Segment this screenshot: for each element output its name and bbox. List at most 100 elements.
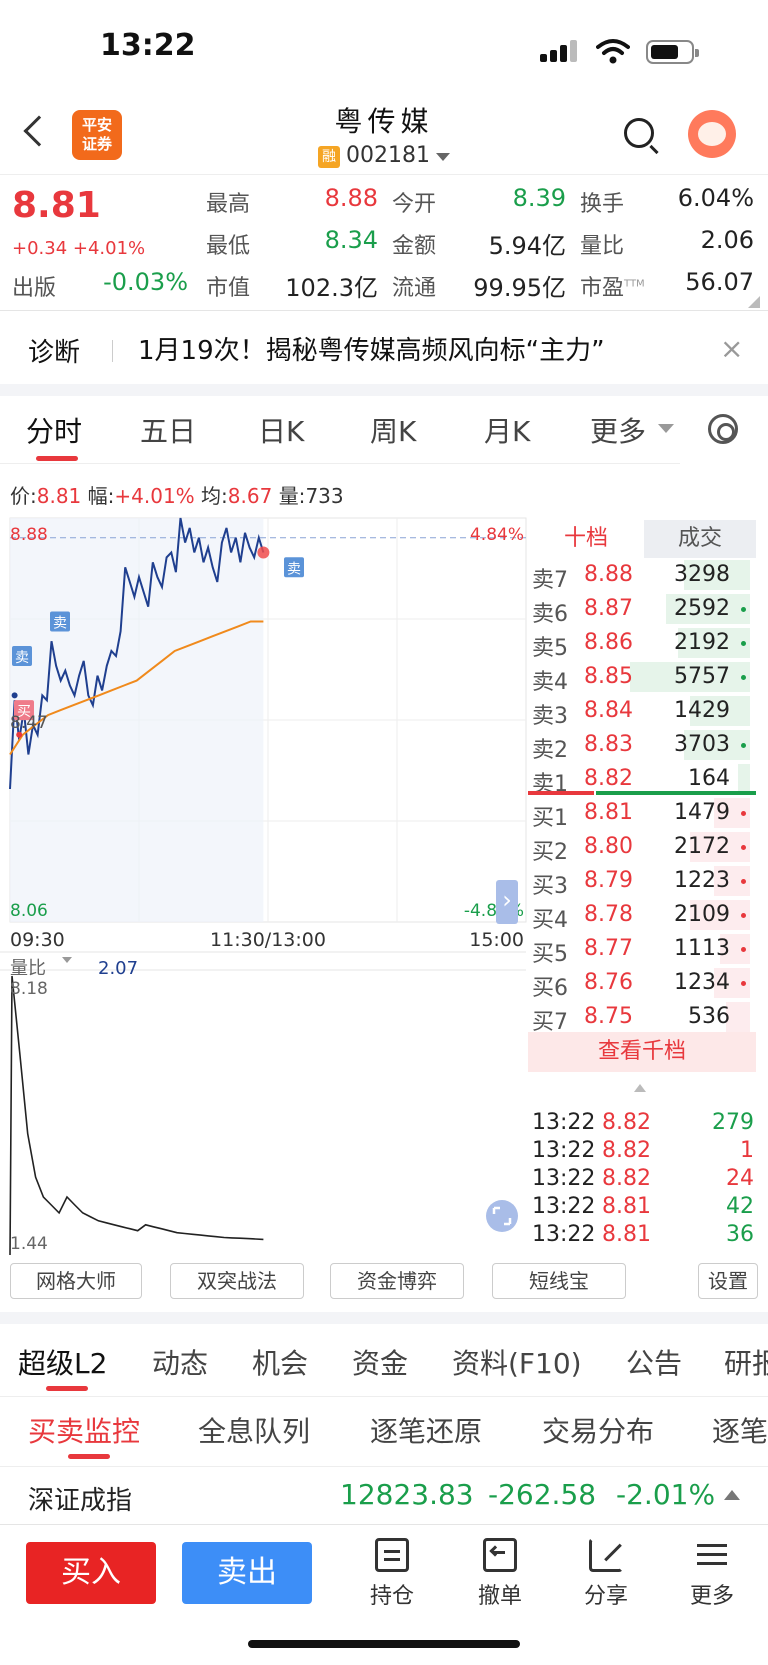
section-tab[interactable]: 资料(F10) xyxy=(452,1347,582,1380)
quote-label: 量比 xyxy=(580,234,625,259)
back-icon[interactable] xyxy=(23,115,55,147)
tab-trades[interactable]: 成交 xyxy=(644,520,756,558)
buy-level-row[interactable]: 买7 8.75 536 xyxy=(528,1000,756,1035)
chevron-down-icon[interactable] xyxy=(436,153,450,161)
tab-ten-levels[interactable]: 十档 xyxy=(563,526,608,551)
chevron-up-icon[interactable] xyxy=(634,1084,646,1092)
expand-corner-icon[interactable] xyxy=(748,296,760,308)
tool-button[interactable]: 设置 xyxy=(698,1263,758,1299)
tool-button[interactable]: 资金博弈 xyxy=(330,1263,464,1299)
quote-value: 8.34 xyxy=(324,226,378,254)
sell-level-row[interactable]: 卖5 8.86 2192 xyxy=(528,626,756,661)
sub-tab[interactable]: 逐笔还原 xyxy=(370,1415,483,1448)
buy-marker-bg xyxy=(14,700,34,721)
diagnosis-text[interactable]: 1月19次！揭秘粤传媒高频风向标“主力” xyxy=(138,336,605,366)
buy-level-row[interactable]: 买2 8.80 2172 xyxy=(528,830,756,865)
bottom-action[interactable]: 持仓 xyxy=(352,1538,432,1610)
tick-time: 13:22 xyxy=(532,1166,596,1191)
tool-button[interactable]: 短线宝 xyxy=(492,1263,626,1299)
buy-marker: 买 xyxy=(17,704,31,720)
sub-tab[interactable]: 买卖监控 xyxy=(28,1415,141,1448)
buy-level-row[interactable]: 买3 8.79 1223 xyxy=(528,864,756,899)
pct-top-label: 4.84% xyxy=(470,525,524,545)
view-thousand-levels-button[interactable]: 查看千档 xyxy=(528,1032,756,1072)
tick-time: 13:22 xyxy=(532,1222,596,1247)
sub-tab[interactable]: 交易分布 xyxy=(542,1415,655,1448)
chart-tab[interactable]: 月K xyxy=(484,415,531,448)
search-icon[interactable] xyxy=(624,118,654,148)
tool-button[interactable]: 双突战法 xyxy=(170,1263,304,1299)
level-price: 8.75 xyxy=(584,1004,633,1029)
sub-tab[interactable]: 全息队列 xyxy=(198,1415,311,1448)
level-volume: 2192 xyxy=(674,630,730,655)
summary-amp-label: 幅: xyxy=(87,484,115,508)
avatar[interactable] xyxy=(688,110,736,158)
chart-tab[interactable]: 周K xyxy=(370,415,417,448)
chart-summary: 价:8.81 幅:+4.01% 均:8.67 量:733 xyxy=(10,480,344,509)
tick-row: 13:22 8.81 42 xyxy=(532,1194,754,1222)
volume-bar xyxy=(726,1002,750,1032)
chevron-up-icon[interactable] xyxy=(724,1490,740,1500)
sell-level-row[interactable]: 卖6 8.87 2592 xyxy=(528,592,756,627)
book-divider-red xyxy=(528,791,594,795)
divider xyxy=(0,174,768,175)
section-tab[interactable]: 动态 xyxy=(152,1347,209,1380)
level-price: 8.81 xyxy=(584,800,633,825)
section-tab[interactable]: 公告 xyxy=(626,1347,683,1380)
sell-button[interactable]: 卖出 xyxy=(182,1542,312,1604)
sell-marker-bg xyxy=(50,611,70,632)
section-tab[interactable]: 资金 xyxy=(352,1347,409,1380)
home-indicator[interactable] xyxy=(248,1640,520,1648)
quote-value: 6.04% xyxy=(677,184,754,212)
sell-level-row[interactable]: 卖4 8.85 5757 xyxy=(528,660,756,695)
sell-level-row[interactable]: 卖2 8.83 3703 xyxy=(528,728,756,763)
section-tab[interactable]: 超级L2 xyxy=(18,1347,108,1380)
sell-level-row[interactable]: 卖3 8.84 1429 xyxy=(528,694,756,729)
buy-level-row[interactable]: 买4 8.78 2109 xyxy=(528,898,756,933)
chart-tab[interactable]: 日K xyxy=(258,415,305,448)
bottom-action[interactable]: 更多 xyxy=(672,1538,752,1610)
buy-level-row[interactable]: 买6 8.76 1234 xyxy=(528,966,756,1001)
signal-icon xyxy=(540,40,577,62)
level-label: 买5 xyxy=(532,942,568,967)
sell-level-row[interactable]: 卖1 8.82 164 xyxy=(528,762,756,797)
index-name[interactable]: 深证成指 xyxy=(28,1486,133,1516)
chevron-down-icon[interactable] xyxy=(658,424,674,433)
stock-code[interactable]: 002181 xyxy=(346,143,430,168)
expand-right-icon[interactable]: › xyxy=(496,880,518,924)
bottom-action-label: 更多 xyxy=(689,1584,734,1609)
chart-labels: 8.888.478.064.84%-4.84%09:30 11:30/13:00 1… xyxy=(10,525,524,1254)
sell-marker-bg xyxy=(284,557,304,578)
chart-tab[interactable]: 五日 xyxy=(140,415,197,448)
tool-button[interactable]: 网格大师 xyxy=(10,1263,142,1299)
section-tab[interactable]: 机会 xyxy=(252,1347,309,1380)
sub-tab[interactable]: 逐笔 xyxy=(712,1415,768,1448)
level-label: 买1 xyxy=(532,806,568,831)
volume-bar xyxy=(678,628,750,658)
gear-icon[interactable] xyxy=(708,414,738,444)
cancel-order-icon xyxy=(483,1538,517,1572)
logo-line2: 证券 xyxy=(81,135,112,153)
level-volume: 164 xyxy=(688,766,730,791)
change-dot xyxy=(741,879,746,884)
level-volume: 2172 xyxy=(674,834,730,859)
holdings-icon xyxy=(375,1538,409,1572)
chart-tab[interactable]: 分时 xyxy=(26,415,83,448)
sell-level-row[interactable]: 卖7 8.88 3298 xyxy=(528,558,756,593)
close-icon[interactable]: × xyxy=(720,332,744,365)
section-tab[interactable]: 研报 xyxy=(724,1347,768,1380)
bottom-action[interactable]: 撤单 xyxy=(460,1538,540,1610)
change-dot xyxy=(741,981,746,986)
buy-button[interactable]: 买入 xyxy=(26,1542,156,1604)
level-label: 卖5 xyxy=(532,636,568,661)
chart-tab[interactable]: 更多 xyxy=(590,415,647,448)
stock-name: 粤传媒 xyxy=(334,105,434,138)
buy-level-row[interactable]: 买1 8.81 1479 xyxy=(528,796,756,831)
quote-value: 2.06 xyxy=(700,226,754,254)
quote-label: 最高 xyxy=(206,192,251,217)
bottom-action[interactable]: 分享 xyxy=(566,1538,646,1610)
buy-level-row[interactable]: 买5 8.77 1113 xyxy=(528,932,756,967)
index-value: 12823.83 xyxy=(340,1478,474,1511)
